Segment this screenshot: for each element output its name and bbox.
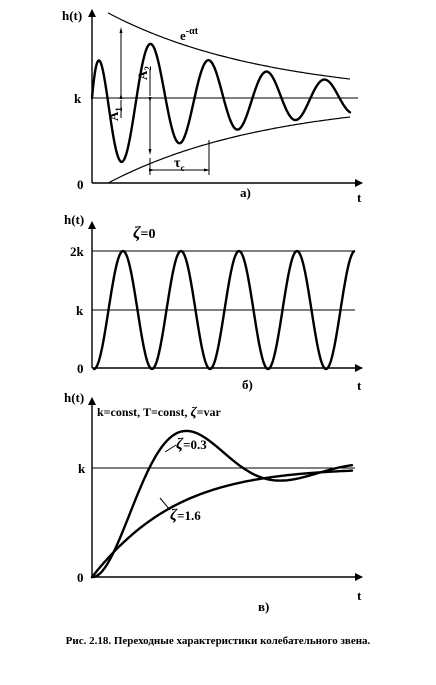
panel-a-caption: а)	[240, 185, 251, 200]
panel-b-undamped-oscillation-curve	[92, 249, 356, 371]
panel-b-y-axis-label: h(t)	[64, 212, 84, 227]
panel-b-2k-label: 2k	[70, 244, 85, 259]
figure-caption: Рис. 2.18. Переходные характеристики кол…	[66, 635, 371, 647]
panel-b: h(t) 2k k 0 t ζ=0 б)	[64, 212, 363, 393]
panel-a-x-axis-label: t	[357, 190, 362, 205]
panel-a-k-label: k	[74, 91, 82, 106]
panel-a-tau-label: τc	[174, 156, 184, 173]
panel-c-x-axis-label: t	[357, 588, 362, 603]
panel-a-envelope-label: e-αt	[180, 26, 199, 43]
panel-a-envelope-upper	[107, 12, 351, 80]
panel-c: h(t) k 0 t k=const, T=const, ζ=var ζ=0.3…	[64, 390, 363, 614]
panel-c-zeta2-label: ζ=1.6	[170, 507, 201, 524]
panel-c-zeta1-label: ζ=0.3	[176, 436, 207, 453]
panel-a: h(t) k 0 t e-αt A1 A2 τc а)	[62, 8, 363, 205]
panel-c-caption: в)	[258, 599, 269, 614]
panel-b-x-axis-label: t	[357, 378, 362, 393]
panel-c-underdamped-curve	[90, 429, 354, 579]
panel-b-k-label: k	[76, 303, 84, 318]
panel-b-caption: б)	[242, 377, 253, 392]
panel-a-a1-label: A1	[106, 107, 124, 121]
panel-a-zero-label: 0	[77, 177, 84, 192]
panel-c-zeta2-leader	[159, 497, 171, 511]
panel-c-zero-label: 0	[77, 570, 84, 585]
panel-b-zero-label: 0	[77, 361, 84, 376]
panel-a-a2-label: A2	[135, 66, 153, 80]
panel-b-zeta-label: ζ=0	[133, 223, 155, 242]
panel-a-envelope-lower	[107, 116, 351, 184]
panel-c-k-label: k	[78, 461, 86, 476]
panel-a-y-axis-label: h(t)	[62, 8, 82, 23]
panel-a-damped-oscillation-curve	[90, 42, 352, 164]
panel-c-y-axis-label: h(t)	[64, 390, 84, 405]
panel-c-overdamped-curve	[90, 469, 354, 579]
panel-c-zeta1-leader	[164, 444, 177, 453]
panel-c-params-label: k=const, T=const, ζ=var	[97, 405, 221, 420]
